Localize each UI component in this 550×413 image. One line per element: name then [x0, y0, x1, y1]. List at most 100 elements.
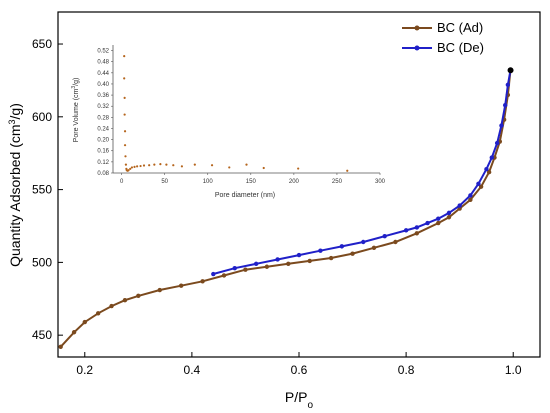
- inset-x-ticks: 0 50 100 150 200 250 300: [120, 173, 386, 185]
- inset-point: [228, 166, 231, 169]
- adsorption-point: [307, 258, 312, 264]
- inset-point: [123, 113, 126, 116]
- inset-y-tick-label: 0.24: [97, 126, 109, 132]
- adsorption-point: [122, 298, 128, 303]
- legend-marker-ad: [414, 25, 420, 31]
- inset-x-axis-label: Pore diameter (nm): [215, 192, 275, 199]
- inset-point: [136, 165, 139, 168]
- adsorption-point: [264, 264, 270, 269]
- inset-x-tick-label: 100: [203, 179, 214, 185]
- legend-label-ad: BC (Ad): [437, 20, 483, 35]
- inset-point: [148, 164, 151, 167]
- inset-y-tick-label: 0.08: [97, 171, 109, 177]
- adsorption-point: [82, 319, 87, 325]
- adsorption-point: [58, 344, 63, 350]
- adsorption-point: [221, 273, 227, 278]
- inset-point: [297, 167, 300, 170]
- adsorption-point: [436, 220, 441, 226]
- inset-point: [210, 164, 214, 167]
- desorption-point: [436, 216, 441, 221]
- y-tick-label: 650: [32, 37, 52, 51]
- adsorption-point: [468, 197, 473, 202]
- inset-y-tick-label: 0.40: [97, 82, 109, 88]
- inset-point: [123, 130, 127, 133]
- adsorption-point: [243, 267, 248, 272]
- isotherm-end-point: [507, 67, 514, 74]
- desorption-point: [502, 102, 508, 108]
- desorption-point: [361, 239, 366, 245]
- legend-marker-de: [414, 45, 420, 51]
- adsorption-point: [178, 283, 184, 288]
- adsorption-point: [157, 287, 162, 293]
- legend-label-de: BC (De): [437, 40, 484, 55]
- desorption-point: [253, 261, 259, 267]
- x-tick-label: 0.8: [398, 363, 415, 377]
- inset-y-tick-label: 0.36: [97, 93, 109, 99]
- inset-point: [129, 167, 132, 170]
- adsorption-point: [446, 215, 452, 220]
- inset-x-tick-label: 250: [332, 179, 343, 185]
- adsorption-point: [71, 330, 77, 335]
- y-tick-label: 600: [32, 110, 52, 124]
- inset-y-tick-label: 0.48: [97, 60, 109, 66]
- adsorption-point: [414, 231, 420, 236]
- desorption-point: [296, 252, 302, 258]
- inset-point: [262, 166, 265, 170]
- main-series-layer: [58, 67, 514, 350]
- desorption-point: [489, 155, 494, 160]
- x-tick-label: 0.2: [76, 363, 93, 377]
- adsorption-point: [371, 245, 377, 251]
- inset-point: [165, 163, 168, 166]
- inset-x-tick-label: 300: [375, 179, 386, 185]
- inset-point: [172, 164, 175, 167]
- legend: BC (Ad) BC (De): [402, 20, 484, 55]
- inset-x-tick-label: 150: [246, 179, 257, 185]
- desorption-point: [414, 225, 420, 230]
- y-tick-label: 550: [32, 183, 52, 197]
- y-tick-label: 500: [32, 255, 52, 269]
- inset-point: [159, 162, 162, 166]
- inset-y-tick-label: 0.20: [97, 138, 109, 144]
- desorption-point: [339, 244, 345, 249]
- adsorption-point: [478, 184, 484, 189]
- desorption-point: [476, 181, 481, 186]
- inset-point: [193, 163, 196, 166]
- series-line-desorption: [213, 70, 512, 275]
- inset-background: [68, 22, 386, 220]
- adsorption-point: [109, 303, 114, 309]
- inset-chart: 0 50 100 150 200 250 300 0.080.120.160.200.240…: [68, 22, 386, 220]
- desorption-point: [499, 123, 504, 128]
- inset-point: [133, 165, 136, 168]
- desorption-point: [505, 82, 511, 87]
- inset-y-tick-label: 0.32: [97, 104, 109, 110]
- desorption-point: [457, 203, 462, 208]
- inset-point: [124, 155, 127, 158]
- y-tick-label: 450: [32, 328, 52, 342]
- desorption-point: [494, 140, 500, 146]
- inset-point: [142, 164, 146, 167]
- inset-point: [139, 164, 142, 168]
- adsorption-point: [486, 169, 492, 175]
- inset-point: [124, 163, 128, 166]
- inset-y-tick-label: 0.28: [97, 115, 109, 121]
- inset-x-tick-label: 50: [161, 179, 168, 185]
- inset-point: [127, 169, 130, 172]
- inset-y-tick-label: 0.52: [97, 49, 109, 55]
- inset-point: [130, 166, 134, 169]
- desorption-point: [275, 257, 280, 262]
- adsorption-point: [200, 279, 205, 284]
- adsorption-point: [328, 255, 334, 261]
- inset-point: [123, 55, 126, 58]
- inset-x-tick-label: 0: [120, 179, 124, 185]
- inset-x-tick-label: 200: [289, 179, 300, 185]
- desorption-point: [382, 233, 387, 239]
- adsorption-point: [136, 293, 141, 299]
- desorption-point: [211, 271, 216, 277]
- adsorption-point: [95, 311, 101, 316]
- inset-point: [245, 163, 248, 166]
- desorption-point: [403, 228, 409, 233]
- inset-point: [123, 96, 126, 99]
- desorption-point: [484, 167, 489, 172]
- desorption-point: [318, 248, 323, 253]
